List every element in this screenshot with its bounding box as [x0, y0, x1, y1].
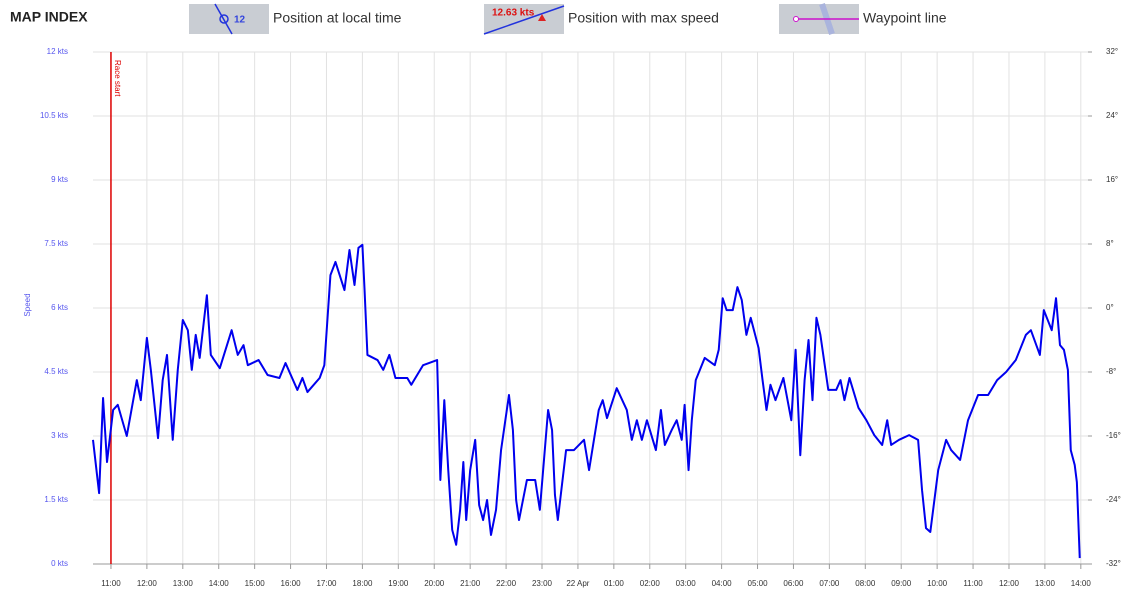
- x-tick-label: 14:00: [209, 579, 230, 588]
- y2-tick-label: 16°: [1106, 175, 1118, 184]
- legend-item[interactable]: Waypoint line: [779, 3, 947, 35]
- x-tick-label: 23:00: [532, 579, 553, 588]
- race-start-label: Race start: [113, 60, 122, 97]
- y-tick-label: 3 kts: [51, 431, 68, 440]
- icon-text: 12.63 kts: [492, 8, 535, 19]
- legend-label: Waypoint line: [863, 10, 947, 26]
- y-tick-label: 0 kts: [51, 559, 68, 568]
- y-tick-label: 1.5 kts: [44, 495, 68, 504]
- y-tick-label: 10.5 kts: [40, 111, 68, 120]
- x-tick-label: 04:00: [712, 579, 733, 588]
- icon-marker: [219, 14, 229, 24]
- x-tick-label: 10:00: [927, 579, 948, 588]
- icon-line: [483, 5, 565, 35]
- x-tick-label: 13:00: [1035, 579, 1056, 588]
- speed-line: [92, 243, 1081, 559]
- y-tick-label: 9 kts: [51, 175, 68, 184]
- y2-tick-label: -8°: [1106, 367, 1116, 376]
- x-tick-label: 22 Apr: [566, 579, 589, 588]
- x-tick-label: 15:00: [245, 579, 266, 588]
- y2-tick-label: 32°: [1106, 47, 1118, 56]
- icon-marker: [538, 14, 546, 21]
- x-tick-label: 08:00: [855, 579, 876, 588]
- map-index-title: MAP INDEX: [10, 9, 88, 25]
- y-tick-label: 7.5 kts: [44, 239, 68, 248]
- x-tick-label: 07:00: [819, 579, 840, 588]
- x-tick-label: 11:00: [963, 579, 983, 588]
- x-tick-label: 05:00: [748, 579, 769, 588]
- x-tick-label: 22:00: [496, 579, 517, 588]
- x-tick-label: 03:00: [676, 579, 697, 588]
- icon-text: 12: [234, 15, 246, 26]
- x-tick-label: 18:00: [352, 579, 373, 588]
- legend-label: Position with max speed: [568, 10, 719, 26]
- y2-tick-label: 8°: [1106, 239, 1114, 248]
- legend-item[interactable]: 12 Position at local time: [189, 3, 402, 35]
- x-tick-label: 21:00: [460, 579, 481, 588]
- x-tick-label: 11:00: [101, 579, 121, 588]
- x-tick-label: 02:00: [640, 579, 661, 588]
- y2-tick-label: 24°: [1106, 111, 1118, 120]
- y2-tick-label: -16°: [1106, 431, 1121, 440]
- x-tick-label: 12:00: [999, 579, 1020, 588]
- x-tick-label: 14:00: [1071, 579, 1092, 588]
- x-tick-label: 17:00: [316, 579, 337, 588]
- x-tick-label: 12:00: [137, 579, 158, 588]
- legend-label: Position at local time: [273, 10, 402, 26]
- y-tick-label: 12 kts: [47, 47, 68, 56]
- icon-marker: [793, 16, 799, 22]
- icon-line: [214, 3, 233, 35]
- y-tick-label: 4.5 kts: [44, 367, 68, 376]
- y2-tick-label: -24°: [1106, 495, 1121, 504]
- x-tick-label: 20:00: [424, 579, 445, 588]
- x-tick-label: 01:00: [604, 579, 625, 588]
- y-tick-label: 6 kts: [51, 303, 68, 312]
- x-tick-label: 06:00: [783, 579, 804, 588]
- y2-tick-label: 0°: [1106, 303, 1114, 312]
- x-tick-label: 16:00: [281, 579, 302, 588]
- x-tick-label: 09:00: [891, 579, 912, 588]
- y2-tick-label: -32°: [1106, 559, 1121, 568]
- x-tick-label: 13:00: [173, 579, 194, 588]
- x-tick-label: 19:00: [388, 579, 409, 588]
- y-axis-label: Speed: [23, 293, 32, 316]
- legend-item[interactable]: 12.63 kts Position with max speed: [483, 4, 719, 35]
